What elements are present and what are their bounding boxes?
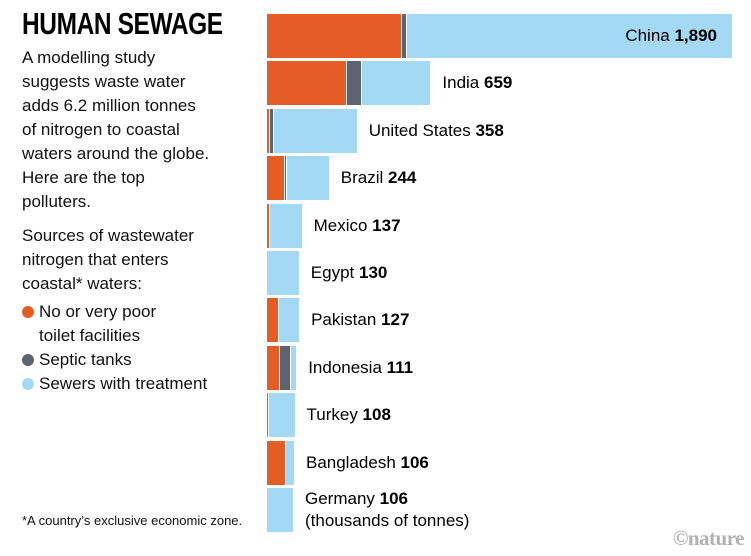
bar-label-mexico: Mexico 137 [314,215,401,237]
country-value: 1,890 [674,26,717,45]
country-name: United States [368,120,476,140]
legend: Sources of wastewater nitrogen that ente… [22,224,262,396]
country-value: 106 [400,452,429,472]
legend-item-no-toilet: No or very poor toilet facilities [22,300,262,348]
unit-note: (thousands of tonnes) [305,510,470,530]
legend-dot-sewers-icon [22,378,34,390]
bar-segment-no-toilet [267,108,269,153]
intro-text: A modelling study suggests waste water a… [22,48,210,211]
nature-logo: ©nature [672,526,745,550]
bar-row-turkey: Turkey 108 [267,393,733,438]
bar-bangladesh [267,440,294,485]
bar-row-pakistan: Pakistan 127 [267,298,733,343]
country-name: Bangladesh [305,452,401,472]
bar-segment-sewers [269,393,295,438]
legend-item-septic-tanks: Septic tanks [22,348,262,372]
bar-pakistan [267,298,300,343]
country-value: 108 [362,405,391,425]
bar-segment-sewers [406,14,732,58]
bar-segment-sewers [273,108,357,153]
bar-segment-no-toilet [267,298,278,343]
bar-label-bangladesh: Bangladesh 106 [306,452,429,474]
legend-item-label: Septic tanks [39,350,132,369]
bar-label-turkey: Turkey 108 [307,404,391,426]
bar-chart: China 1,890 India 659 United States 358 Bra… [267,14,733,532]
page-title: HUMAN SEWAGE [22,6,223,41]
bar-segment-no-toilet [267,440,285,485]
bar-segment-septic-tanks [270,108,273,153]
country-value: 127 [381,310,410,330]
country-name: India [442,73,484,93]
bar-segment-septic-tanks [280,345,291,390]
legend-dot-septic-tanks-icon [22,354,34,366]
country-value: 244 [388,168,417,188]
bar-india [267,61,431,106]
country-name: Indonesia [308,357,387,377]
bar-label-pakistan: Pakistan 127 [311,309,409,331]
country-value: 106 [379,488,409,508]
bar-row-mexico: Mexico 137 [267,203,733,248]
country-name: China [625,26,675,45]
bar-mexico [267,203,302,248]
bar-germany [267,487,293,532]
country-value: 111 [386,357,414,377]
legend-item-label: Sewers with treatment [39,374,208,393]
bar-egypt [267,250,299,295]
bar-label-united-states: United States 358 [369,120,504,142]
bar-segment-no-toilet [267,345,279,390]
bar-china [267,14,732,58]
bar-united-states [267,108,357,153]
bar-segment-sewers [267,487,293,532]
bar-segment-septic-tanks [402,14,406,58]
bar-segment-sewers [362,61,431,106]
country-value: 358 [475,120,504,140]
footnote: *A country’s exclusive economic zone. [22,513,243,528]
bar-segment-septic-tanks [284,156,286,201]
country-name: Pakistan [311,310,382,330]
bar-segment-no-toilet [267,61,347,106]
bar-segment-no-toilet [267,393,268,438]
legend-heading: Sources of wastewater nitrogen that ente… [22,226,194,293]
bar-segment-sewers [285,440,294,485]
legend-item-label: No or very poor toilet facilities [39,302,157,345]
bar-label-china: China 1,890 [625,25,717,47]
country-value: 659 [483,73,513,93]
bar-label-egypt: Egypt 130 [311,262,388,284]
legend-items: No or very poor toilet facilities Septic … [22,300,262,396]
bar-segment-sewers [286,156,329,201]
bar-label-india: India 659 [442,72,512,94]
bar-label-germany: Germany 106 (thousands of tonnes) [305,488,469,532]
country-name: Brazil [340,168,389,188]
bar-row-brazil: Brazil 244 [267,156,733,201]
bar-row-india: India 659 [267,61,733,106]
bar-row-germany: Germany 106 (thousands of tonnes) [267,487,733,532]
bar-segment-septic-tanks [347,61,362,106]
bar-row-china: China 1,890 [267,14,733,58]
bar-segment-sewers [267,250,299,295]
bar-segment-no-toilet [267,156,284,201]
bar-segment-sewers [270,203,302,248]
bar-segment-no-toilet [267,14,401,58]
legend-dot-no-toilet-icon [22,306,34,318]
bar-label-brazil: Brazil 244 [341,167,417,189]
country-value: 130 [359,262,388,282]
bar-indonesia [267,345,297,390]
bar-row-indonesia: Indonesia 111 [267,345,733,390]
bar-segment-sewers [279,298,300,343]
country-name: Turkey [306,405,363,425]
bar-segment-sewers [291,345,297,390]
country-value: 137 [372,215,401,235]
bar-segment-no-toilet [267,203,269,248]
bar-row-bangladesh: Bangladesh 106 [267,440,733,485]
bar-turkey [267,393,295,438]
country-name: Germany [305,488,380,508]
bar-brazil [267,156,329,201]
legend-item-sewers: Sewers with treatment [22,372,262,396]
bar-row-united-states: United States 358 [267,108,733,153]
country-name: Egypt [310,262,359,282]
country-name: Mexico [313,215,373,235]
bar-row-egypt: Egypt 130 [267,250,733,295]
bar-label-indonesia: Indonesia 111 [308,357,413,379]
